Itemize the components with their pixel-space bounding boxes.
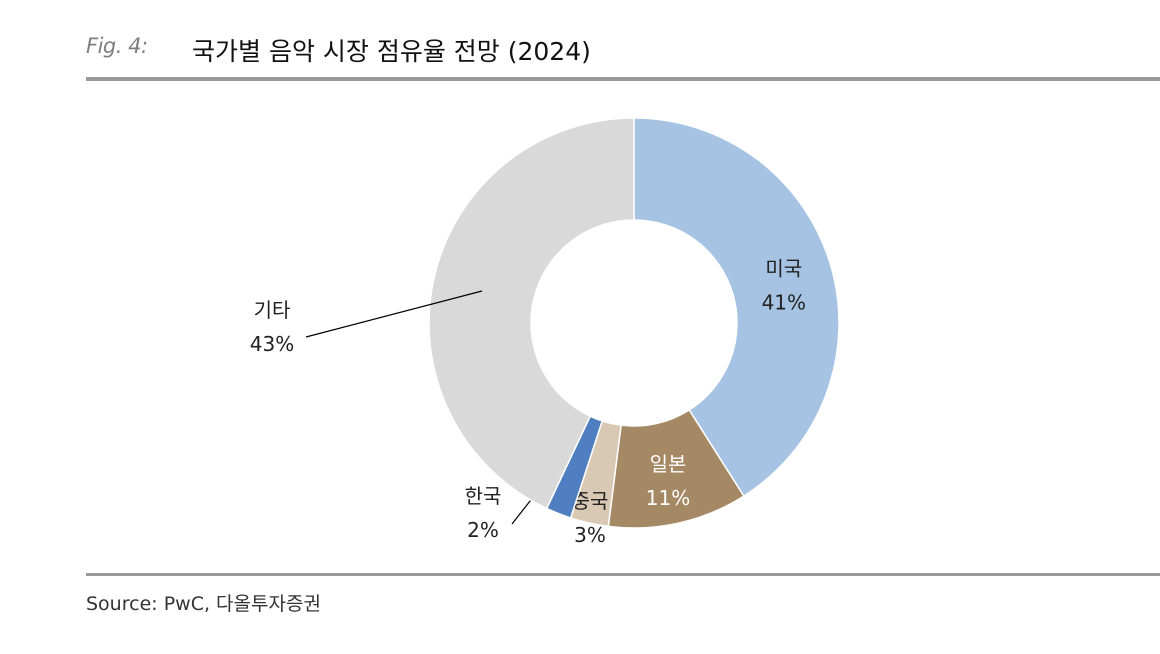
leader-line-기타 xyxy=(305,290,483,338)
figure-title: 국가별 음악 시장 점유율 전망 (2024) xyxy=(192,37,591,66)
slice-value-label: 43% xyxy=(250,332,294,356)
top-rule xyxy=(86,77,1160,81)
bottom-rule xyxy=(86,573,1160,576)
slice-value-label: 41% xyxy=(762,290,806,314)
slice-value-label: 2% xyxy=(467,518,499,542)
slice-name-label: 일본 xyxy=(650,452,687,476)
figure-label: Fig. 4: xyxy=(86,34,148,58)
slice-name-label: 한국 xyxy=(465,484,502,508)
slice-name-label: 기타 xyxy=(254,298,291,322)
slice-value-label: 3% xyxy=(574,523,606,547)
slice-value-label: 11% xyxy=(646,486,690,510)
slice-name-label: 미국 xyxy=(765,256,802,280)
slice-기타 xyxy=(428,117,635,510)
source-note: Source: PwC, 다올투자증권 xyxy=(86,593,321,615)
slice-미국 xyxy=(633,117,840,498)
